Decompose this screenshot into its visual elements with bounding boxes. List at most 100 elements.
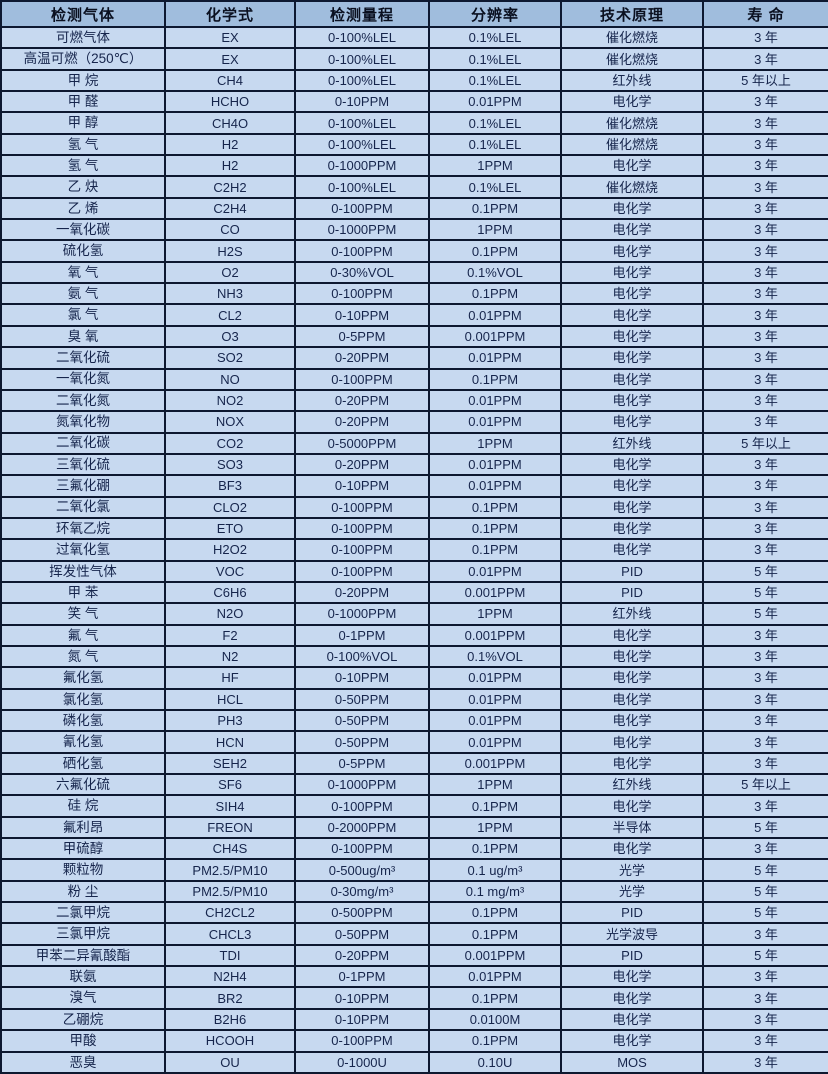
cell-principle: 电化学: [560, 687, 704, 712]
cell-formula: HCHO: [164, 90, 296, 114]
table-row: 二氧化硫 SO2 0-20PPM 0.01PPM 电化学 3 年: [0, 346, 828, 370]
cell-range: 0-100%LEL: [294, 47, 430, 71]
cell-principle: PID: [560, 580, 704, 605]
cell-formula: SIH4: [164, 794, 296, 818]
table-row: 乙 炔 C2H2 0-100%LEL 0.1%LEL 催化燃烧 3 年: [0, 175, 828, 199]
cell-gas-name: 二氯甲烷: [0, 901, 166, 925]
cell-range: 0-1000U: [294, 1050, 430, 1074]
cell-resolution: 0.001PPM: [428, 324, 562, 349]
table-row: 氟利昂 FREON 0-2000PPM 1PPM 半导体 5 年: [0, 815, 828, 840]
cell-gas-name: 挥发性气体: [0, 559, 166, 583]
table-row: 二氧化氯 CLO2 0-100PPM 0.1PPM 电化学 3 年: [0, 495, 828, 519]
cell-resolution: 0.1%LEL: [428, 47, 562, 71]
cell-resolution: 0.01PPM: [428, 965, 562, 989]
cell-range: 0-20PPM: [294, 388, 430, 413]
table-row: 一氧化氮 NO 0-100PPM 0.1PPM 电化学 3 年: [0, 367, 828, 391]
table-row: 氯化氢 HCL 0-50PPM 0.01PPM 电化学 3 年: [0, 687, 828, 712]
cell-gas-name: 甲 苯: [0, 580, 166, 605]
cell-formula: CH2CL2: [164, 901, 296, 925]
cell-resolution: 0.01PPM: [428, 559, 562, 583]
table-row: 可燃气体 EX 0-100%LEL 0.1%LEL 催化燃烧 3 年: [0, 25, 828, 50]
cell-gas-name: 臭 氧: [0, 324, 166, 349]
cell-lifespan: 5 年以上: [702, 431, 828, 455]
cell-resolution: 0.001PPM: [428, 751, 562, 776]
cell-range: 0-50PPM: [294, 730, 430, 754]
cell-resolution: 0.1PPM: [428, 282, 562, 306]
cell-resolution: 0.1%LEL: [428, 25, 562, 50]
cell-principle: 电化学: [560, 538, 704, 562]
cell-principle: PID: [560, 559, 704, 583]
cell-principle: 电化学: [560, 154, 704, 178]
cell-gas-name: 恶臭: [0, 1050, 166, 1074]
table-row: 粉 尘 PM2.5/PM10 0-30mg/m³ 0.1 mg/m³ 光学 5 …: [0, 879, 828, 904]
cell-gas-name: 可燃气体: [0, 25, 166, 50]
cell-resolution: 0.1PPM: [428, 239, 562, 263]
cell-gas-name: 一氧化氮: [0, 367, 166, 391]
cell-formula: C2H4: [164, 196, 296, 221]
cell-resolution: 1PPM: [428, 154, 562, 178]
cell-range: 0-10PPM: [294, 666, 430, 690]
cell-resolution: 0.01PPM: [428, 410, 562, 434]
cell-resolution: 0.10U: [428, 1050, 562, 1074]
cell-formula: CLO2: [164, 495, 296, 519]
cell-lifespan: 3 年: [702, 239, 828, 263]
cell-gas-name: 氟利昂: [0, 815, 166, 840]
cell-gas-name: 氯 气: [0, 303, 166, 327]
table-row: 联氨 N2H4 0-1PPM 0.01PPM 电化学 3 年: [0, 965, 828, 989]
table-row: 甲硫醇 CH4S 0-100PPM 0.1PPM 电化学 3 年: [0, 837, 828, 861]
cell-gas-name: 氯化氢: [0, 687, 166, 712]
cell-lifespan: 3 年: [702, 837, 828, 861]
table-row: 氰化氢 HCN 0-50PPM 0.01PPM 电化学 3 年: [0, 730, 828, 754]
table-row: 氧 气 O2 0-30%VOL 0.1%VOL 电化学 3 年: [0, 260, 828, 285]
cell-principle: 电化学: [560, 751, 704, 776]
cell-gas-name: 粉 尘: [0, 879, 166, 904]
table-row: 三氧化硫 SO3 0-20PPM 0.01PPM 电化学 3 年: [0, 452, 828, 477]
cell-formula: C2H2: [164, 175, 296, 199]
cell-principle: 电化学: [560, 239, 704, 263]
cell-principle: 电化学: [560, 303, 704, 327]
cell-principle: 电化学: [560, 324, 704, 349]
cell-gas-name: 硅 烷: [0, 794, 166, 818]
table-row: 氯 气 CL2 0-10PPM 0.01PPM 电化学 3 年: [0, 303, 828, 327]
header-principle: 技术原理: [560, 0, 704, 28]
cell-formula: PM2.5/PM10: [164, 879, 296, 904]
cell-formula: B2H6: [164, 1007, 296, 1032]
table-row: 氮 气 N2 0-100%VOL 0.1%VOL 电化学 3 年: [0, 644, 828, 669]
cell-formula: CO2: [164, 431, 296, 455]
cell-range: 0-100%LEL: [294, 68, 430, 93]
table-row: 甲 醇 CH4O 0-100%LEL 0.1%LEL 催化燃烧 3 年: [0, 111, 828, 135]
cell-formula: CL2: [164, 303, 296, 327]
cell-lifespan: 3 年: [702, 751, 828, 776]
cell-resolution: 0.01PPM: [428, 452, 562, 477]
table-row: 硫化氢 H2S 0-100PPM 0.1PPM 电化学 3 年: [0, 239, 828, 263]
cell-gas-name: 氢 气: [0, 154, 166, 178]
cell-principle: 电化学: [560, 730, 704, 754]
table-row: 环氧乙烷 ETO 0-100PPM 0.1PPM 电化学 3 年: [0, 516, 828, 541]
table-row: 甲 烷 CH4 0-100%LEL 0.1%LEL 红外线 5 年以上: [0, 68, 828, 93]
cell-formula: N2H4: [164, 965, 296, 989]
cell-principle: 红外线: [560, 431, 704, 455]
cell-resolution: 0.1%LEL: [428, 175, 562, 199]
cell-gas-name: 甲酸: [0, 1029, 166, 1053]
cell-resolution: 0.01PPM: [428, 346, 562, 370]
cell-lifespan: 5 年: [702, 943, 828, 968]
cell-resolution: 0.001PPM: [428, 580, 562, 605]
cell-range: 0-100PPM: [294, 837, 430, 861]
cell-range: 0-500ug/m³: [294, 858, 430, 882]
cell-resolution: 0.01PPM: [428, 687, 562, 712]
cell-range: 0-500PPM: [294, 901, 430, 925]
table-row: 甲酸 HCOOH 0-100PPM 0.1PPM 电化学 3 年: [0, 1029, 828, 1053]
cell-formula: PM2.5/PM10: [164, 858, 296, 882]
cell-lifespan: 3 年: [702, 986, 828, 1010]
cell-formula: HCN: [164, 730, 296, 754]
table-row: 一氧化碳 CO 0-1000PPM 1PPM 电化学 3 年: [0, 218, 828, 242]
cell-range: 0-100%LEL: [294, 132, 430, 157]
cell-resolution: 0.01PPM: [428, 666, 562, 690]
cell-lifespan: 3 年: [702, 47, 828, 71]
table-row: 挥发性气体 VOC 0-100PPM 0.01PPM PID 5 年: [0, 559, 828, 583]
cell-formula: NOX: [164, 410, 296, 434]
cell-range: 0-50PPM: [294, 922, 430, 946]
table-row: 乙硼烷 B2H6 0-10PPM 0.0100M 电化学 3 年: [0, 1007, 828, 1032]
cell-gas-name: 氮 气: [0, 644, 166, 669]
